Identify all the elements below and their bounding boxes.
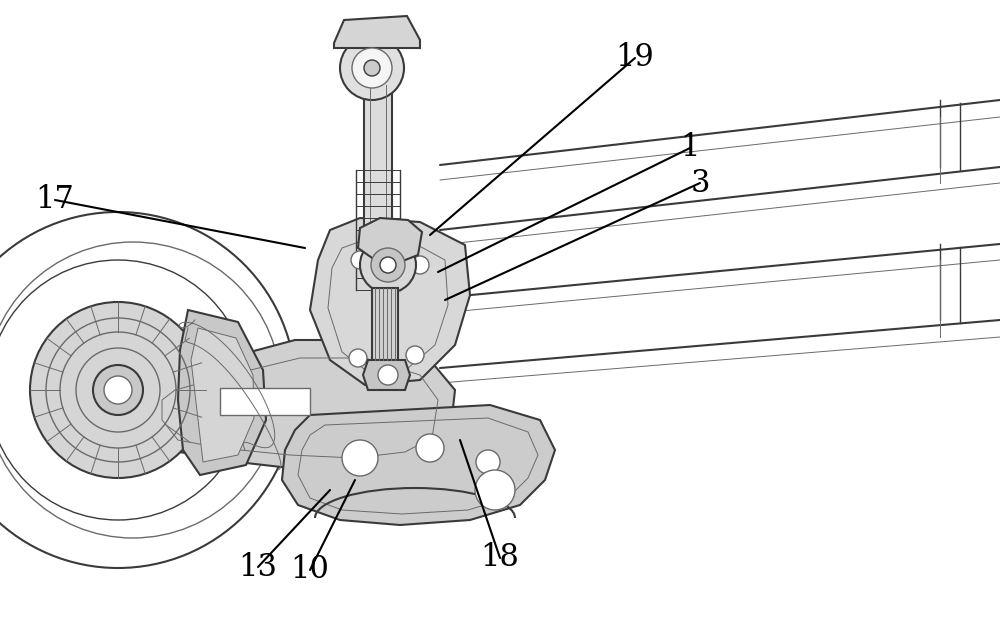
Circle shape: [349, 349, 367, 367]
Circle shape: [93, 365, 143, 415]
Circle shape: [351, 251, 369, 269]
Text: 3: 3: [690, 167, 710, 198]
Text: 18: 18: [481, 542, 519, 573]
Circle shape: [340, 36, 404, 100]
Circle shape: [364, 60, 380, 76]
Circle shape: [378, 365, 398, 385]
Text: 10: 10: [291, 555, 329, 585]
Polygon shape: [282, 405, 555, 525]
Circle shape: [371, 248, 405, 282]
Circle shape: [360, 237, 416, 293]
Polygon shape: [191, 328, 254, 462]
Polygon shape: [310, 218, 470, 385]
Circle shape: [380, 257, 396, 273]
Text: 17: 17: [36, 185, 74, 215]
Polygon shape: [178, 310, 266, 475]
Polygon shape: [220, 388, 310, 415]
Bar: [364, 75, 392, 260]
Circle shape: [406, 346, 424, 364]
Circle shape: [342, 440, 378, 476]
Text: 1: 1: [680, 132, 700, 163]
Circle shape: [30, 302, 206, 478]
Circle shape: [352, 48, 392, 88]
Polygon shape: [142, 340, 455, 470]
Text: 19: 19: [616, 42, 654, 74]
Polygon shape: [363, 360, 410, 390]
Bar: [372, 288, 398, 360]
Text: 13: 13: [239, 552, 278, 582]
Circle shape: [104, 376, 132, 404]
Circle shape: [416, 434, 444, 462]
Polygon shape: [358, 218, 422, 262]
Circle shape: [476, 450, 500, 474]
Circle shape: [475, 470, 515, 510]
Circle shape: [411, 256, 429, 274]
Polygon shape: [334, 16, 420, 48]
